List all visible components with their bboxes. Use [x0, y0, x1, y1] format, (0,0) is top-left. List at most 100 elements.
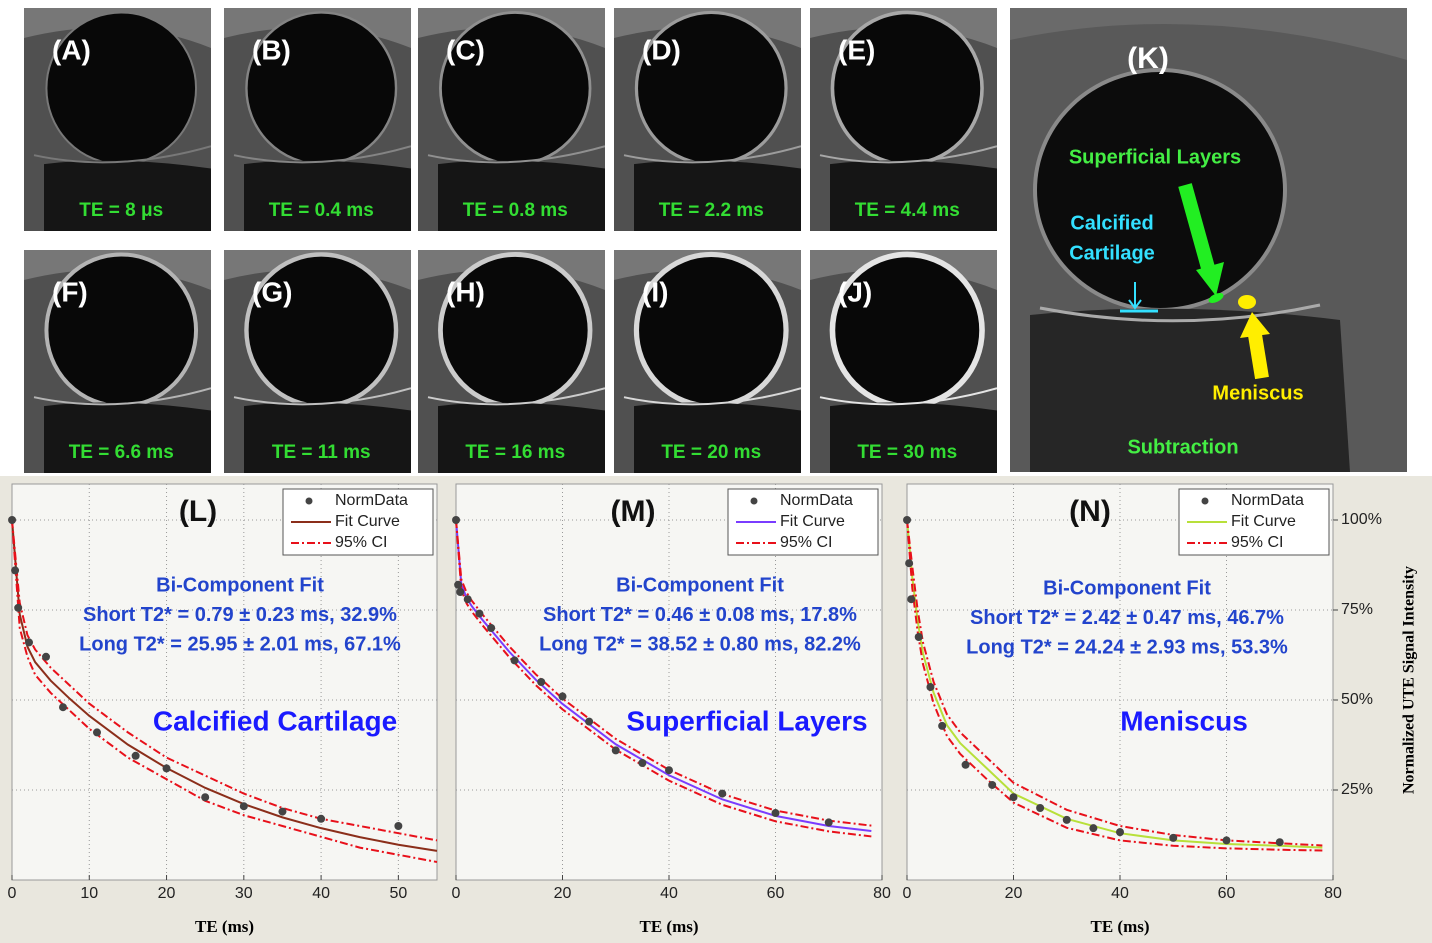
tibia: [438, 160, 605, 231]
data-point: [585, 717, 594, 726]
arrow-head: [1240, 312, 1270, 338]
series-line: [11, 519, 438, 852]
x-tick-label: 40: [660, 885, 678, 902]
data-point: [456, 588, 465, 596]
x-tick-label: 50: [389, 885, 407, 902]
legend-label: Fit Curve: [335, 513, 400, 530]
echo-time: TE = 4.4 ms: [855, 200, 960, 221]
data-point: [988, 780, 997, 789]
legend-label: Fit Curve: [780, 513, 845, 530]
annotation: Short T2* = 2.42 ± 0.47 ms, 46.7%: [970, 607, 1284, 629]
annotation: Cartilage: [1069, 242, 1155, 264]
data-point: [611, 746, 620, 755]
data-point: [903, 516, 912, 524]
data-point: [907, 595, 916, 604]
soft-tissue: [418, 250, 605, 290]
series-line: [455, 519, 872, 838]
data-point: [454, 580, 463, 589]
subtraction-panel: (K) Superficial Layers Calcified Cartila…: [1010, 8, 1407, 472]
data-point: [905, 559, 914, 568]
echo-time: TE = 20 ms: [661, 442, 761, 463]
legend-label: NormData: [780, 492, 853, 509]
data-point: [317, 814, 326, 823]
roi: [1238, 295, 1256, 309]
x-tick-label: 60: [1218, 885, 1236, 902]
tibia: [244, 160, 411, 231]
series-line: [906, 519, 1323, 849]
panel-label: (B): [252, 34, 291, 65]
data-point: [1275, 838, 1284, 847]
echo-time: TE = 16 ms: [465, 442, 565, 463]
tibia: [44, 160, 211, 231]
data-point: [8, 516, 17, 524]
cartilage: [33, 145, 211, 164]
annotation: Short T2* = 0.79 ± 0.23 ms, 32.9%: [83, 604, 397, 626]
tibia: [44, 402, 211, 473]
x-tick-label: 0: [452, 885, 461, 902]
data-point: [1009, 793, 1018, 802]
data-point: [914, 633, 923, 641]
tissue-label: Meniscus: [1120, 705, 1248, 736]
legend-symbol: [750, 497, 758, 505]
annotation: Bi-Component Fit: [156, 574, 324, 596]
data-point: [771, 809, 780, 818]
cartilage: [819, 387, 997, 406]
data-point: [961, 760, 970, 769]
data-point: [394, 822, 403, 830]
data-point: [452, 516, 461, 524]
echo-time: TE = 2.2 ms: [659, 200, 764, 221]
panel-label: (D): [642, 34, 681, 65]
mri-image: (E) TE = 4.4 ms: [810, 8, 997, 231]
cartilage: [623, 145, 801, 164]
soft-tissue: [418, 8, 605, 48]
data-point: [665, 766, 673, 775]
y-tick-label: 75%: [1341, 601, 1373, 618]
legend-label: 95% CI: [335, 534, 387, 551]
mri-image: (G) TE = 11 ms: [224, 250, 411, 473]
legend-label: Fit Curve: [1231, 513, 1296, 530]
caption: Subtraction: [1127, 436, 1238, 458]
data-point: [1116, 828, 1124, 837]
data-point: [638, 759, 647, 767]
x-axis-label: TE (ms): [195, 917, 254, 936]
data-point: [718, 789, 727, 798]
mri-image: (J) TE = 30 ms: [810, 250, 997, 473]
data-point: [1036, 804, 1045, 812]
soft-tissue: [810, 8, 997, 48]
panel-label: (J): [838, 276, 872, 307]
panel-label: (F): [52, 276, 88, 307]
soft-tissue: [24, 8, 211, 48]
data-point: [14, 603, 23, 612]
mri-image: (C) TE = 0.8 ms: [418, 8, 605, 231]
annotation: Long T2* = 24.24 ± 2.93 ms, 53.3%: [966, 636, 1288, 658]
panel-label: (M): [611, 495, 656, 528]
cartilage: [623, 387, 801, 406]
roi: [1208, 293, 1224, 303]
mri-image: (H) TE = 16 ms: [418, 250, 605, 473]
panel-label: (E): [838, 34, 875, 65]
cartilage: [1039, 303, 1321, 323]
legend-symbol: [305, 497, 313, 505]
tibia: [634, 160, 801, 231]
panel-label: (G): [252, 276, 292, 307]
data-point: [824, 818, 833, 827]
annotation: Bi-Component Fit: [1043, 577, 1211, 599]
data-point: [537, 678, 546, 686]
x-tick-label: 40: [1111, 885, 1129, 902]
data-point: [1089, 824, 1098, 833]
femur: [1033, 68, 1287, 312]
soft-tissue: [614, 250, 801, 290]
echo-time: TE = 11 ms: [272, 442, 371, 463]
cartilage: [233, 145, 411, 164]
cartilage: [427, 145, 605, 164]
tissue-label: Calcified Cartilage: [153, 705, 397, 736]
x-tick-label: 80: [873, 885, 891, 902]
echo-time: TE = 0.8 ms: [463, 200, 568, 221]
x-tick-label: 30: [235, 885, 253, 902]
data-point: [131, 751, 140, 760]
data-point: [201, 793, 210, 802]
tibia: [244, 402, 411, 473]
tibia: [830, 402, 997, 473]
